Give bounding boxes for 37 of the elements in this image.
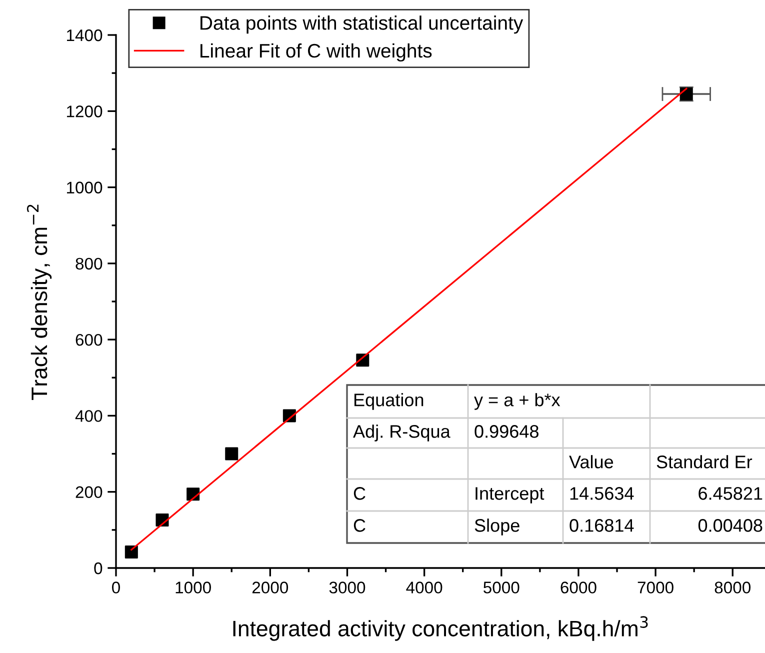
annotation: Equation — [354, 393, 424, 410]
annotation: C — [354, 519, 366, 532]
x-tick-label: 2000 — [252, 582, 288, 594]
x-tick-label: 4000 — [406, 582, 442, 594]
x-tick-label: 6000 — [560, 582, 596, 594]
y-tick-label: 800 — [76, 258, 102, 270]
x-axis-title: Integrated activity concentration, kBq.h/m$^{3}$ — [233, 616, 648, 641]
y-tick-label: 400 — [75, 410, 102, 422]
x-tick-label: 8000 — [714, 582, 751, 594]
legend-label: Data points with statistical uncertainty — [200, 16, 524, 34]
x-tick-label: 7000 — [638, 582, 674, 594]
x-tick-label: 0 — [112, 582, 120, 594]
y-tick-label: 200 — [76, 486, 102, 498]
legend-label: Linear Fit of C with weights — [200, 43, 432, 62]
x-tick-label: 5000 — [484, 582, 520, 594]
y-tick-label: 600 — [76, 334, 102, 346]
annotation: C — [354, 487, 366, 500]
y-tick-label: 1200 — [67, 106, 102, 118]
y-tick-label: 1400 — [67, 29, 102, 42]
annotation: Value — [569, 455, 614, 468]
annotation: 0.00408 — [698, 519, 762, 532]
annotation: 14.5634 — [570, 487, 634, 500]
point — [225, 447, 238, 460]
annotation: 0.99648 — [474, 425, 538, 438]
annotation: Slope — [474, 518, 520, 536]
annotation: y = a + b*x — [474, 393, 560, 410]
annotation: Standard Er — [656, 455, 752, 468]
x-tick-label: 1000 — [176, 582, 211, 594]
x-tick-label: 3000 — [329, 582, 366, 594]
annotation: 0.16814 — [570, 519, 634, 532]
y-tick-label: 0 — [94, 562, 102, 574]
annotation: Intercept — [476, 487, 544, 504]
annotation: Adj. R-Squa — [353, 424, 450, 442]
y-tick-label: 1000 — [67, 182, 102, 194]
y-axis-title: Track density, cm$^{−2}$ — [26, 204, 52, 400]
point — [124, 546, 138, 559]
annotation: 6.45821 — [698, 487, 762, 500]
